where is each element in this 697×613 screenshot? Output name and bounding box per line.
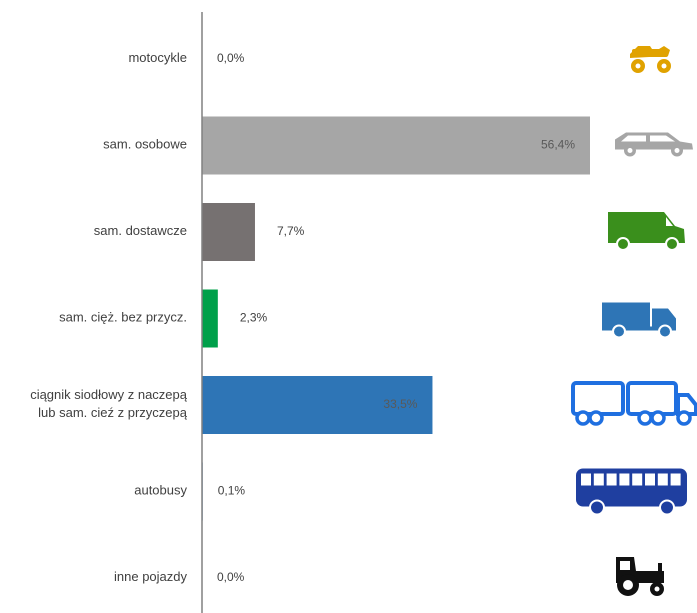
- bar: [202, 289, 218, 348]
- tractor-icon: [616, 557, 664, 596]
- data-label: 33,5%: [383, 397, 417, 411]
- data-label: 0,0%: [217, 51, 245, 65]
- data-label: 7,7%: [277, 224, 305, 238]
- bar: [202, 376, 433, 434]
- category-label: inne pojazdy: [114, 569, 187, 584]
- labels-layer: motocykle 0,0% sam. osobowe 56,4% sam. dosta…: [30, 50, 575, 584]
- bars-layer: [202, 116, 590, 521]
- category-label: ciągnik siodłowy z naczepą lub sam. cieź …: [30, 387, 188, 420]
- category-label: sam. cięż. bez przycz.: [59, 310, 187, 325]
- motorcycle-icon: [630, 46, 671, 73]
- bar: [202, 116, 590, 175]
- bus-icon: [576, 468, 687, 516]
- category-label: autobusy: [134, 483, 187, 498]
- car-icon: [615, 132, 693, 157]
- category-label: sam. dostawcze: [94, 223, 187, 238]
- data-label: 0,1%: [218, 484, 246, 498]
- data-label: 0,0%: [217, 570, 245, 584]
- van-icon: [608, 212, 685, 251]
- category-label: sam. osobowe: [103, 137, 187, 152]
- data-label: 2,3%: [240, 311, 268, 325]
- truck-icon: [602, 302, 676, 339]
- data-label: 56,4%: [541, 138, 575, 152]
- truck-trailer-icon: [571, 381, 697, 426]
- bar: [202, 203, 255, 261]
- category-label: motocykle: [128, 50, 187, 65]
- icons-layer: [571, 46, 697, 596]
